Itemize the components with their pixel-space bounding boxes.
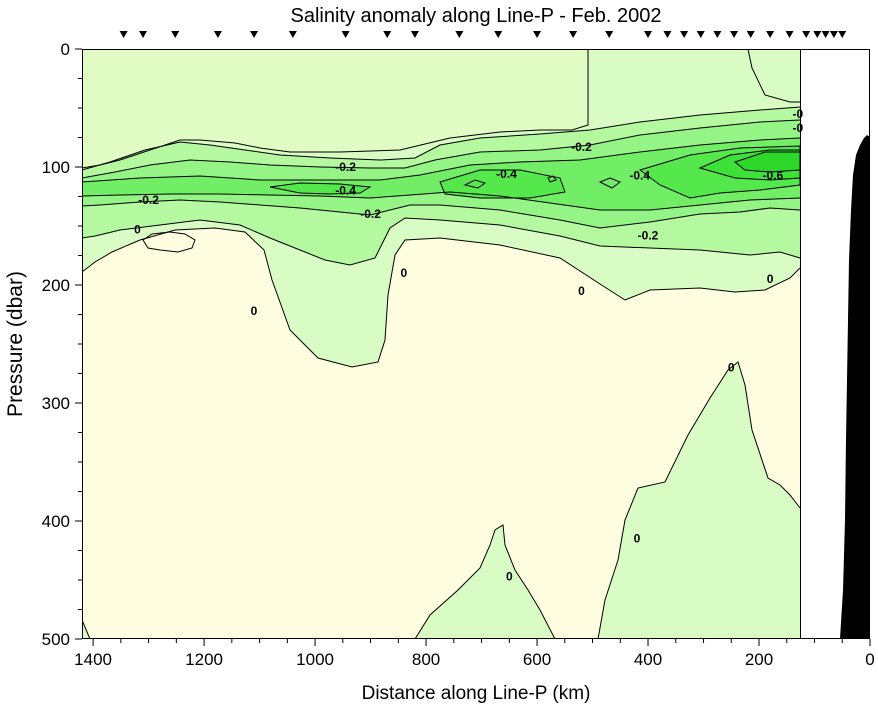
contour-label: -0.2	[335, 160, 356, 174]
contour-label: 0	[634, 532, 641, 546]
plot-area	[82, 49, 870, 639]
contour-labels: 0 -0.2 0 -0.4 -0.2 -0.2 0 -0.4 -0.2 0 -0.4 -0.2 0 0 0 0…	[134, 107, 803, 584]
y-tick-label: 0	[61, 40, 70, 59]
contour-label: 0	[401, 266, 408, 280]
contour-zero-peak-left	[414, 524, 556, 639]
station-marker	[746, 31, 755, 38]
contour-label: -0.6	[763, 168, 784, 182]
contour-label: -0.4	[335, 184, 356, 198]
contour-zero-peak-right	[597, 361, 801, 639]
bathymetry	[840, 135, 870, 639]
y-tick-label: 100	[42, 158, 70, 177]
station-marker	[341, 31, 350, 38]
contour-small-pocket-3	[598, 177, 622, 189]
station-marker	[213, 31, 222, 38]
contour-zero-upper	[82, 49, 589, 169]
station-marker	[494, 31, 503, 38]
contour-label: 0	[728, 361, 735, 375]
y-tick-label: 200	[42, 276, 70, 295]
band-positive-blob	[143, 232, 195, 252]
station-marker	[455, 31, 464, 38]
station-marker	[802, 31, 811, 38]
station-marker	[644, 31, 653, 38]
station-marker	[813, 31, 822, 38]
x-tick-label: 200	[745, 650, 773, 669]
contour-label: -0	[793, 107, 804, 121]
y-tick-label: 300	[42, 394, 70, 413]
x-tick-label: 600	[523, 650, 551, 669]
band-minus-0.4-b	[440, 170, 565, 198]
contour-label: -0.2	[571, 140, 592, 154]
station-marker	[533, 31, 542, 38]
contour-minus-0.4-c	[638, 145, 801, 199]
contour-zero-blob	[142, 231, 196, 253]
contour-label: -0.2	[360, 207, 381, 221]
x-tick-label: 1400	[74, 650, 112, 669]
x-tick-label: 400	[634, 650, 662, 669]
contour-label: -0.4	[496, 167, 517, 181]
station-marker	[119, 31, 128, 38]
station-marker	[139, 31, 148, 38]
contour-label: 0	[767, 272, 774, 286]
station-markers	[119, 31, 847, 38]
station-marker	[766, 31, 775, 38]
contour-small-pocket-1	[463, 179, 487, 189]
station-marker	[171, 31, 180, 38]
station-marker	[829, 31, 838, 38]
band-light-yellowgreen-surface	[82, 49, 588, 168]
station-marker	[730, 31, 739, 38]
plot-frame	[82, 49, 870, 639]
contour-minus-0.4-a	[269, 182, 372, 195]
contour-label: -0.2	[638, 228, 659, 242]
station-marker	[569, 31, 578, 38]
contour-minus-0.1-top	[82, 106, 801, 171]
contour-label: -0	[793, 121, 804, 135]
contour-label: 0	[251, 304, 258, 318]
contour-label: -0.4	[629, 168, 650, 182]
contour-minus-0.2-bottom	[82, 199, 801, 229]
band-positive-deep	[82, 228, 800, 639]
contour-label: -0.2	[138, 193, 159, 207]
contour-minus-0.3-bottom	[82, 191, 801, 211]
station-marker	[696, 31, 705, 38]
station-marker	[288, 31, 297, 38]
contour-label: 0	[578, 284, 585, 298]
x-axis: 1400 1200 1000 800 600 400 200 0	[74, 639, 875, 669]
band-minus-0.4-a	[270, 183, 370, 194]
x-tick-label: 1000	[296, 650, 334, 669]
contour-minus-0.4-b	[439, 169, 566, 199]
station-marker	[838, 31, 847, 38]
station-marker	[821, 31, 830, 38]
station-marker	[680, 31, 689, 38]
contour-minus-0.1-bottom	[82, 217, 801, 266]
contour-zero-left-edge	[82, 619, 91, 639]
station-marker	[713, 31, 722, 38]
x-axis-title: Distance along Line-P (km)	[362, 683, 591, 704]
contour-label: 0	[506, 569, 513, 583]
y-tick-label: 400	[42, 512, 70, 531]
y-axis: 0 100 200 300 400 500	[42, 40, 82, 649]
contour-zero-deep	[82, 227, 801, 368]
x-tick-label: 800	[412, 650, 440, 669]
contour-label: 0	[134, 223, 141, 237]
x-tick-label: 0	[865, 650, 874, 669]
station-marker	[410, 31, 419, 38]
band-minus-0.3	[82, 138, 800, 210]
station-marker	[605, 31, 614, 38]
contour-small-pocket-2	[547, 175, 557, 183]
station-marker	[785, 31, 794, 38]
station-marker	[663, 31, 672, 38]
contour-minus-0.3-top	[82, 137, 801, 183]
x-tick-label: 1200	[185, 650, 223, 669]
station-marker	[383, 31, 392, 38]
y-axis-title: Pressure (dbar)	[4, 271, 27, 417]
contour-minus-0.2-top	[82, 119, 801, 179]
station-marker	[250, 31, 259, 38]
y-tick-label: 500	[42, 630, 70, 649]
contour-zero-right	[747, 49, 800, 103]
chart-title: Salinity anomaly along Line-P - Feb. 200…	[291, 5, 662, 27]
